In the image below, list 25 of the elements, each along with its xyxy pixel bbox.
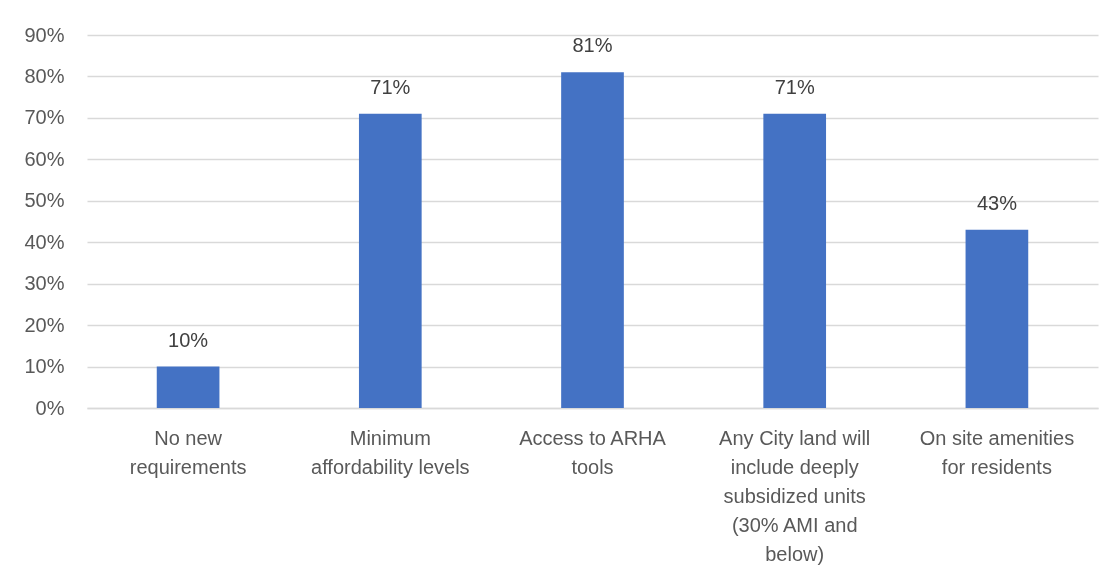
y-tick-label: 80% [24, 64, 65, 87]
y-tick-label: 50% [24, 189, 65, 212]
x-tick-label: Access to ARHA tools [519, 426, 667, 478]
y-tick-label: 10% [24, 355, 65, 378]
data-label: 71% [370, 75, 411, 98]
y-tick-label: 0% [35, 396, 65, 419]
bar [156, 366, 220, 408]
y-tick-label: 20% [24, 313, 65, 336]
y-tick-label: 70% [24, 106, 65, 129]
bar [965, 229, 1029, 408]
data-label: 71% [774, 75, 815, 98]
y-tick-label: 40% [24, 230, 65, 253]
y-tick-label: 90% [24, 23, 65, 46]
x-tick-label: On site amenities for residents [919, 426, 1075, 478]
bar [358, 113, 422, 408]
x-tick-label: No new requirements [129, 426, 247, 478]
bar [561, 72, 624, 408]
y-tick-label: 60% [24, 147, 65, 170]
x-tick-label: Any City land will include deeply subsidized units (30% AMI and below) [719, 426, 871, 565]
bar [763, 113, 827, 408]
data-label: 43% [976, 191, 1018, 214]
data-label: 81% [572, 34, 613, 57]
data-label: 10% [168, 328, 209, 351]
x-tick-label: Minimum affordability levels [311, 426, 470, 478]
y-tick-label: 30% [24, 272, 65, 295]
